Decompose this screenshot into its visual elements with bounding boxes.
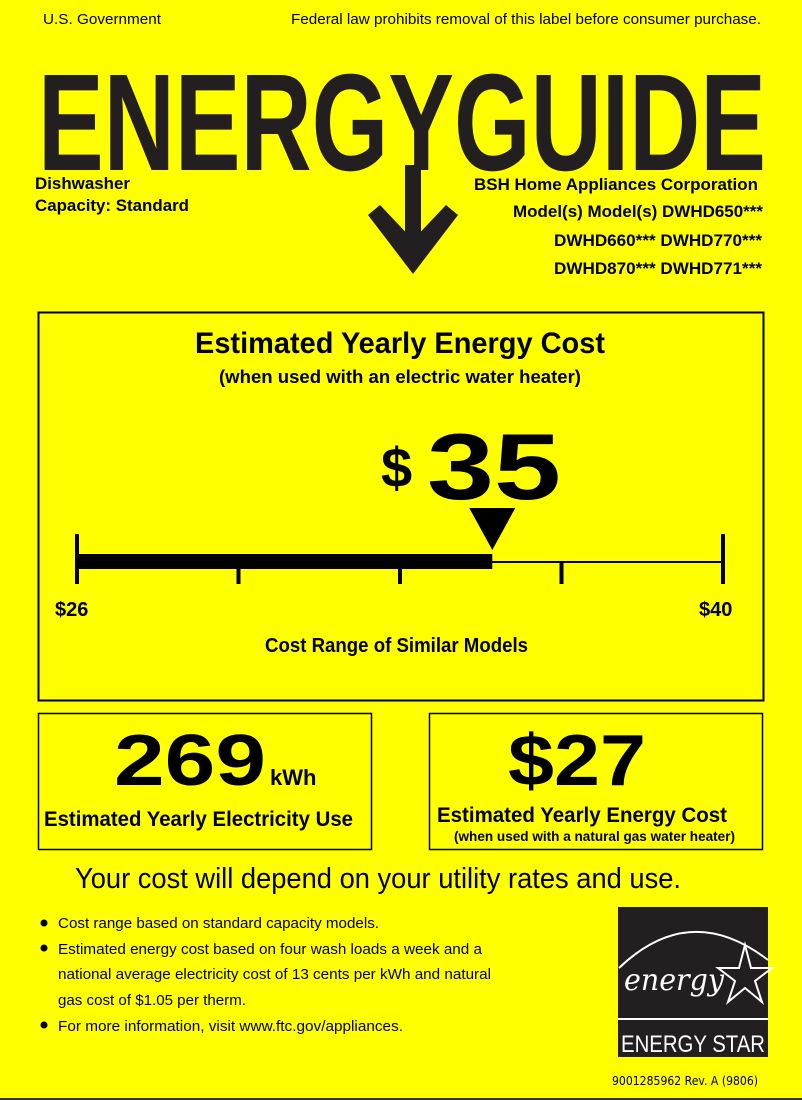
disclaimer: Your cost will depend on your utility ra… [75,863,681,895]
electricity-unit: kWh [270,765,316,790]
energy-star-label: ENERGY STAR [621,1031,765,1058]
energy-star-logo: energy ENERGY STAR [618,907,775,1058]
range-max-label: $40 [699,599,732,621]
electricity-box [37,712,373,851]
header-right: Federal law prohibits removal of this la… [291,11,761,28]
models-line-3: DWHD870*** DWHD771*** [554,259,762,278]
bullet-item: Estimated energy cost based on four wash… [58,941,483,958]
gas-cost-sublabel: (when used with a natural gas water heat… [454,828,735,844]
star-icon [715,941,775,1005]
bullet-item: For more information, visit www.ftc.gov/… [58,1018,403,1035]
main-cost-subtitle: (when used with an electric water heater… [219,367,581,387]
footer-code: 9001285962 Rev. A (9806) [612,1074,758,1088]
electricity-label: Estimated Yearly Electricity Use [44,808,353,831]
range-min-label: $26 [55,599,88,621]
energyguide-logo: ENERGYGUIDE [38,46,766,200]
range-caption: Cost Range of Similar Models [265,635,528,657]
energy-star-script: energy [624,963,725,998]
arrow-down-icon [368,165,458,274]
appliance-capacity: Capacity: Standard [35,196,189,215]
bullet-dot [40,1021,48,1029]
cost-range-scale [75,508,725,584]
gas-cost-box [428,712,764,851]
electricity-value: 269 [114,721,266,801]
scale-fill-bar [77,554,493,569]
cost-pointer-icon [469,508,516,550]
models-line-2: DWHD660*** DWHD770*** [554,231,762,250]
bullet-dot [40,919,48,927]
main-cost-currency: $ [381,436,412,499]
bullet-item: Cost range based on standard capacity mo… [58,915,379,932]
gas-cost-label: Estimated Yearly Energy Cost [437,804,727,827]
appliance-type: Dishwasher [35,174,130,193]
gas-cost-value: $27 [508,721,646,801]
main-cost-box [37,311,765,702]
bullet-item-continuation: gas cost of $1.05 per therm. [58,992,246,1009]
header-left: U.S. Government [43,11,162,28]
bullet-item-continuation: national average electricity cost of 13 … [58,966,491,983]
main-cost-title: Estimated Yearly Energy Cost [195,327,605,360]
manufacturer-name: BSH Home Appliances Corporation [474,175,758,194]
models-line-1: Model(s) Model(s) DWHD650*** [513,202,763,221]
bullet-list: Cost range based on standard capacity mo… [40,915,491,1035]
bullet-dot [40,944,48,952]
main-cost-value: 35 [427,414,561,519]
